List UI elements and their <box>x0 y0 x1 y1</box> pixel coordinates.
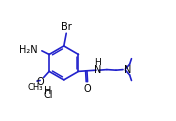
Text: H: H <box>44 86 52 96</box>
Text: Cl: Cl <box>43 90 53 100</box>
Text: N: N <box>124 65 131 75</box>
Text: CH₃: CH₃ <box>27 83 43 92</box>
Text: N: N <box>94 65 102 75</box>
Text: Br: Br <box>61 22 72 32</box>
Text: H₂N: H₂N <box>19 45 38 55</box>
Text: O: O <box>83 84 91 94</box>
Text: H: H <box>95 58 101 67</box>
Text: O: O <box>37 77 45 87</box>
